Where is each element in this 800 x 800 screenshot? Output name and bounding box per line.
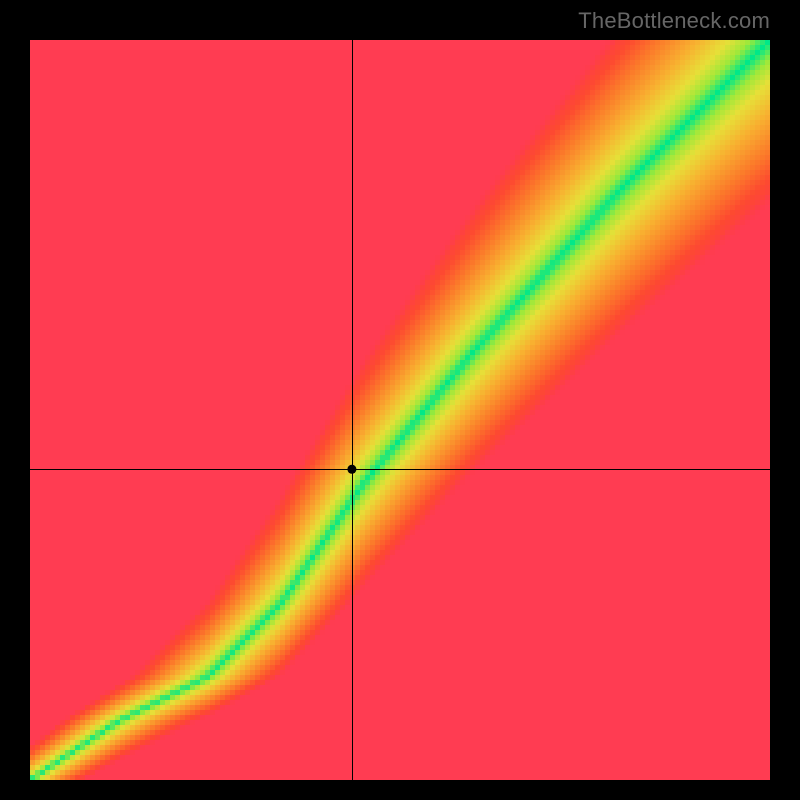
chart-container: TheBottleneck.com: [0, 0, 800, 800]
watermark-text: TheBottleneck.com: [578, 8, 770, 34]
heatmap-canvas: [30, 40, 770, 780]
plot-area: [30, 40, 770, 780]
